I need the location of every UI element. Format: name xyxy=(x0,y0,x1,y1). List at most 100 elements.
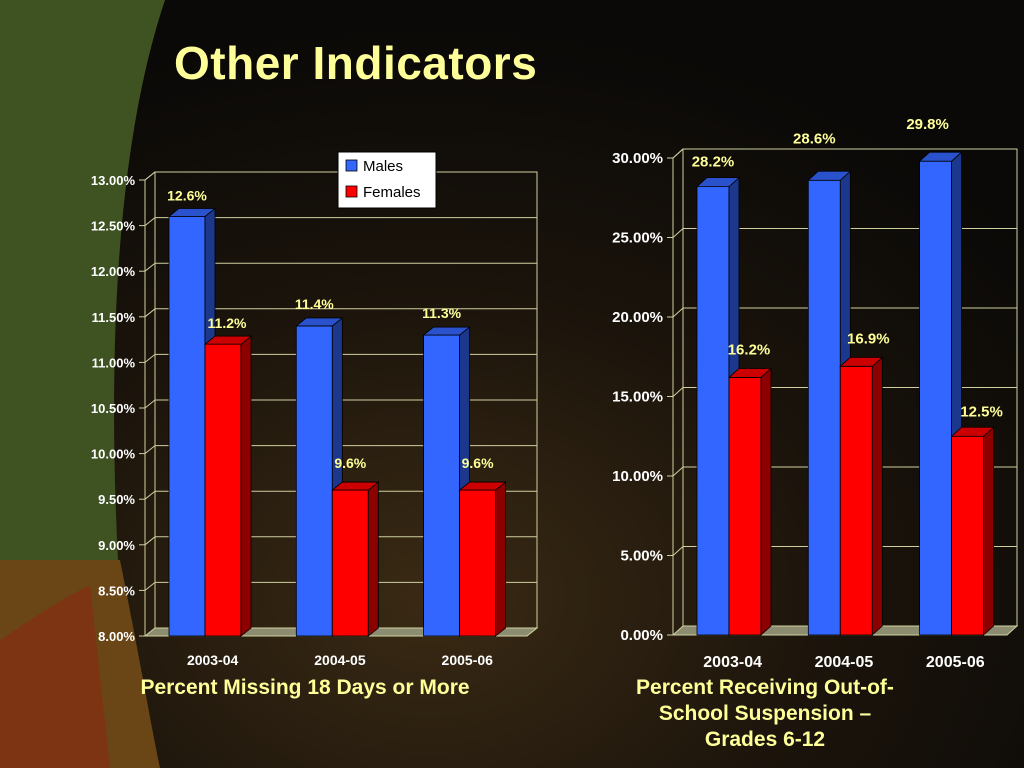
chart-suspension-title-line-1: Percent Receiving Out-of- xyxy=(636,676,894,699)
chart-suspension: 0.00% 5.00% 10.00% 15.00% 20.00% 25.00% 30.00%… xyxy=(612,116,1019,671)
gridline xyxy=(672,546,1017,556)
y-tick-label: 10.50% xyxy=(91,401,136,416)
bar-top xyxy=(331,481,380,491)
bar-top xyxy=(695,177,741,188)
data-label: 29.8% xyxy=(906,116,949,133)
data-label: 11.3% xyxy=(422,305,461,321)
bar-side xyxy=(367,481,379,637)
gridline xyxy=(144,399,537,409)
bar-side xyxy=(495,481,507,637)
data-label: 16.2% xyxy=(728,341,771,358)
bar-front xyxy=(951,435,984,636)
y-tick-label: 20.00% xyxy=(612,309,663,326)
gridline xyxy=(672,387,1017,397)
y-tick-label: 11.50% xyxy=(92,310,136,325)
data-label: 28.6% xyxy=(793,130,836,147)
slide-title: Other Indicators xyxy=(174,37,538,89)
bar-series-2-2005-06 xyxy=(950,426,995,636)
gridline xyxy=(144,536,537,546)
bar-side xyxy=(240,335,252,637)
y-tick-label: 15.00% xyxy=(612,389,663,406)
y-tick-label: 10.00% xyxy=(91,447,136,462)
chart-suspension-title-line-3: Grades 6-12 xyxy=(704,728,826,751)
y-tick-label: 12.50% xyxy=(91,219,136,234)
bar-side xyxy=(871,356,883,636)
bar-front xyxy=(423,334,461,637)
y-tick-label: 10.00% xyxy=(612,468,663,485)
y-tick-label: 8.50% xyxy=(98,583,135,598)
bar-side xyxy=(983,426,994,636)
data-label: 16.9% xyxy=(847,330,890,347)
bar-top xyxy=(458,481,507,491)
legend-label-1: Males xyxy=(363,158,403,175)
y-tick-label: 9.00% xyxy=(98,538,135,553)
x-tick-label: 2003-04 xyxy=(703,654,762,671)
gridline xyxy=(144,262,537,272)
bar-series-2-2004-05 xyxy=(839,356,884,636)
y-tick-label: 8.00% xyxy=(98,629,135,644)
bar-top xyxy=(950,426,995,437)
gridline xyxy=(144,445,537,454)
gridline xyxy=(672,466,1017,477)
bar-top xyxy=(839,356,884,367)
data-label: 11.2% xyxy=(208,315,247,331)
bar-top xyxy=(203,335,253,345)
y-tick-label: 11.00% xyxy=(92,355,136,370)
bar-front xyxy=(459,489,497,637)
y-tick-label: 30.00% xyxy=(612,150,663,167)
gridline xyxy=(144,308,537,318)
bar-series-2-2003-04 xyxy=(727,367,773,636)
bar-top xyxy=(727,368,773,378)
data-label: 9.6% xyxy=(462,455,494,471)
gridline xyxy=(672,228,1017,238)
bar-series-2-2005-06 xyxy=(458,481,507,637)
legend-swatch-2 xyxy=(345,185,358,198)
data-label: 28.2% xyxy=(692,154,735,171)
chart-suspension-title: Percent Receiving Out-of- School Suspens… xyxy=(630,675,900,753)
bar-front xyxy=(331,489,369,637)
x-tick-label: 2005-06 xyxy=(926,654,985,671)
bar-top xyxy=(807,170,852,181)
y-tick-label: 0.00% xyxy=(620,627,663,644)
bar-front xyxy=(728,377,762,636)
bar-top xyxy=(422,326,471,336)
chart-missing-days: 8.00% 8.50% 9.00% 9.50% 10.00% 10.50% 11.00% 11… xyxy=(91,151,539,668)
bar-front xyxy=(919,160,952,636)
y-tick-label: 25.00% xyxy=(612,230,663,247)
bar-side xyxy=(760,367,772,636)
legend: Males Females xyxy=(337,151,437,209)
bar-top xyxy=(167,208,217,217)
y-tick-label: 5.00% xyxy=(620,548,663,565)
bar-front xyxy=(204,343,242,637)
gridline xyxy=(144,581,537,591)
gridline xyxy=(144,217,537,226)
data-label: 9.6% xyxy=(334,455,366,471)
y-tick-label: 13.00% xyxy=(91,173,136,188)
data-label: 12.6% xyxy=(167,187,207,203)
gridline xyxy=(144,490,537,500)
bar-top xyxy=(295,317,344,327)
bar-front xyxy=(696,186,730,636)
data-label: 12.5% xyxy=(960,403,1003,420)
x-tick-label: 2005-06 xyxy=(442,652,494,668)
bar-front xyxy=(295,325,333,637)
legend-label-2: Females xyxy=(363,184,421,201)
chart-missing-days-title: Percent Missing 18 Days or More xyxy=(140,676,470,699)
gridline xyxy=(144,353,537,363)
bar-front xyxy=(807,179,841,636)
bar-front xyxy=(839,365,873,636)
y-tick-label: 12.00% xyxy=(91,264,136,279)
data-label: 11.4% xyxy=(295,296,334,312)
y-tick-label: 9.50% xyxy=(98,492,135,507)
x-tick-label: 2003-04 xyxy=(187,652,239,668)
gridline xyxy=(672,307,1017,318)
x-tick-label: 2004-05 xyxy=(815,654,874,671)
bar-front xyxy=(168,216,206,637)
x-tick-label: 2004-05 xyxy=(314,652,366,668)
chart-suspension-title-line-2: School Suspension – xyxy=(658,702,872,725)
legend-swatch-1 xyxy=(345,159,358,172)
bar-series-2-2004-05 xyxy=(331,481,380,637)
bar-top xyxy=(918,151,963,162)
bar-series-2-2003-04 xyxy=(203,335,253,637)
